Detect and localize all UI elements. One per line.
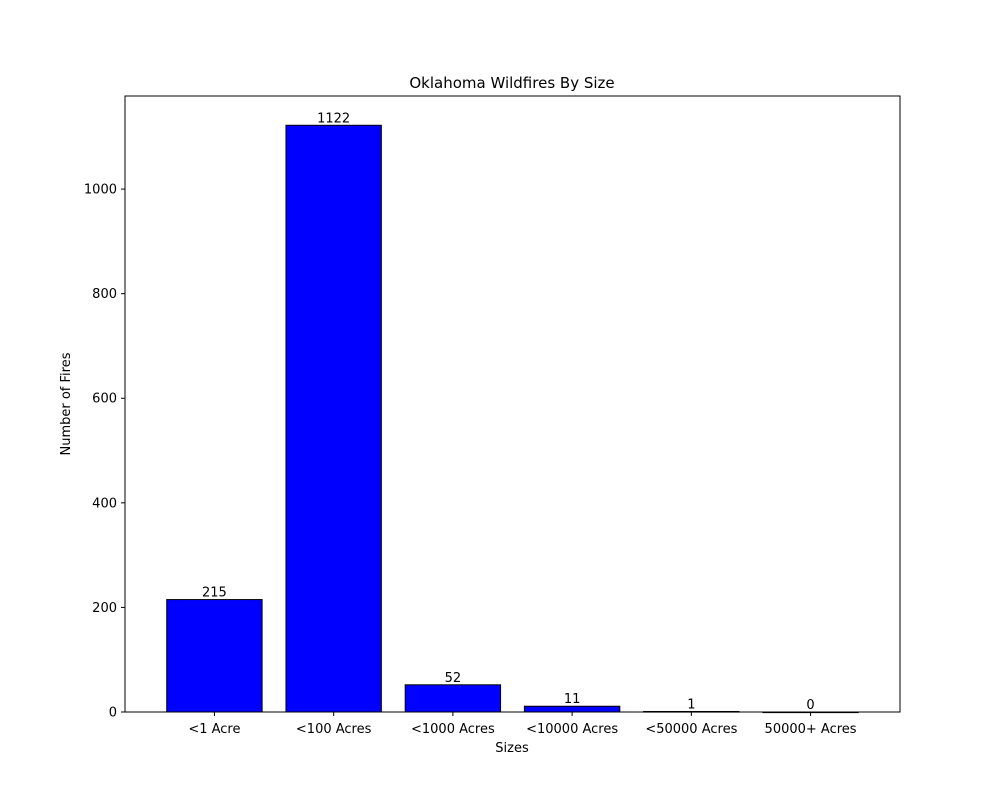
data-label: 11 — [564, 692, 581, 707]
x-tick-label: <1 Acre — [188, 722, 240, 737]
x-tick-label: <100 Acres — [296, 722, 372, 737]
chart-title: Oklahoma Wildfires By Size — [409, 74, 614, 92]
y-tick-label: 600 — [92, 392, 117, 407]
y-tick-label: 1000 — [84, 183, 117, 198]
x-axis-ticks: <1 Acre <100 Acres <1000 Acres <10000 Acres… — [188, 712, 857, 737]
x-tick-label: <10000 Acres — [526, 722, 618, 737]
bars-layer — [166, 124, 859, 714]
x-axis-label: Sizes — [495, 741, 529, 756]
x-tick-label: <1000 Acres — [411, 722, 495, 737]
bar — [166, 599, 263, 713]
data-label: 52 — [445, 671, 462, 686]
y-tick-label: 200 — [92, 601, 117, 616]
bar — [285, 124, 382, 713]
x-tick-label: <50000 Acres — [645, 722, 737, 737]
bar — [404, 684, 502, 713]
data-label: 1122 — [317, 111, 350, 126]
y-tick-label: 0 — [109, 706, 117, 721]
y-tick-label: 800 — [92, 287, 117, 302]
y-axis-ticks: 0 200 400 600 800 1000 — [84, 183, 125, 721]
x-tick-label: 50000+ Acres — [765, 722, 857, 737]
data-label: 0 — [806, 698, 814, 713]
data-label: 1 — [687, 697, 695, 712]
plot-area-frame — [124, 95, 901, 713]
y-axis-label: Number of Fires — [59, 352, 74, 455]
data-label: 215 — [202, 586, 227, 601]
y-tick-label: 400 — [92, 496, 117, 511]
